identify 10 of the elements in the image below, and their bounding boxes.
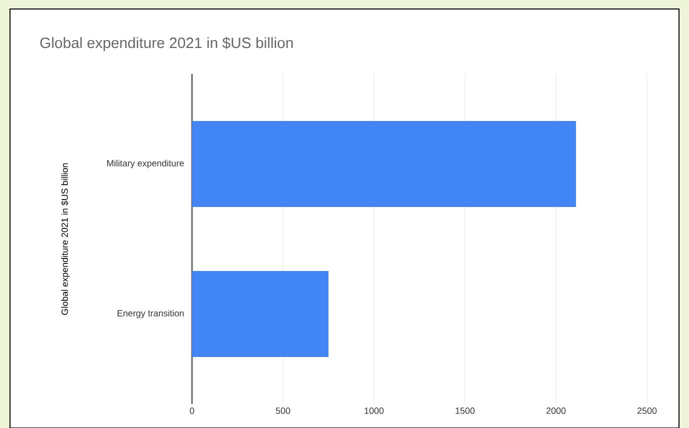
y-tick-label: Energy transition [118, 310, 184, 318]
x-tick-label: 2000 [546, 407, 566, 414]
x-tick-label: 0 [190, 407, 194, 414]
y-tick-label: Military expenditure [107, 160, 184, 168]
x-tick-label: 1000 [364, 407, 384, 414]
x-tick-label: 1500 [456, 407, 475, 414]
chart-title: Global expenditure 2021 in $US billion [40, 36, 293, 51]
x-tick-label: 500 [276, 407, 290, 414]
x-tick-label: 2500 [637, 407, 657, 414]
y-axis-title: Global expenditure 2021 in $US billion [61, 163, 70, 315]
